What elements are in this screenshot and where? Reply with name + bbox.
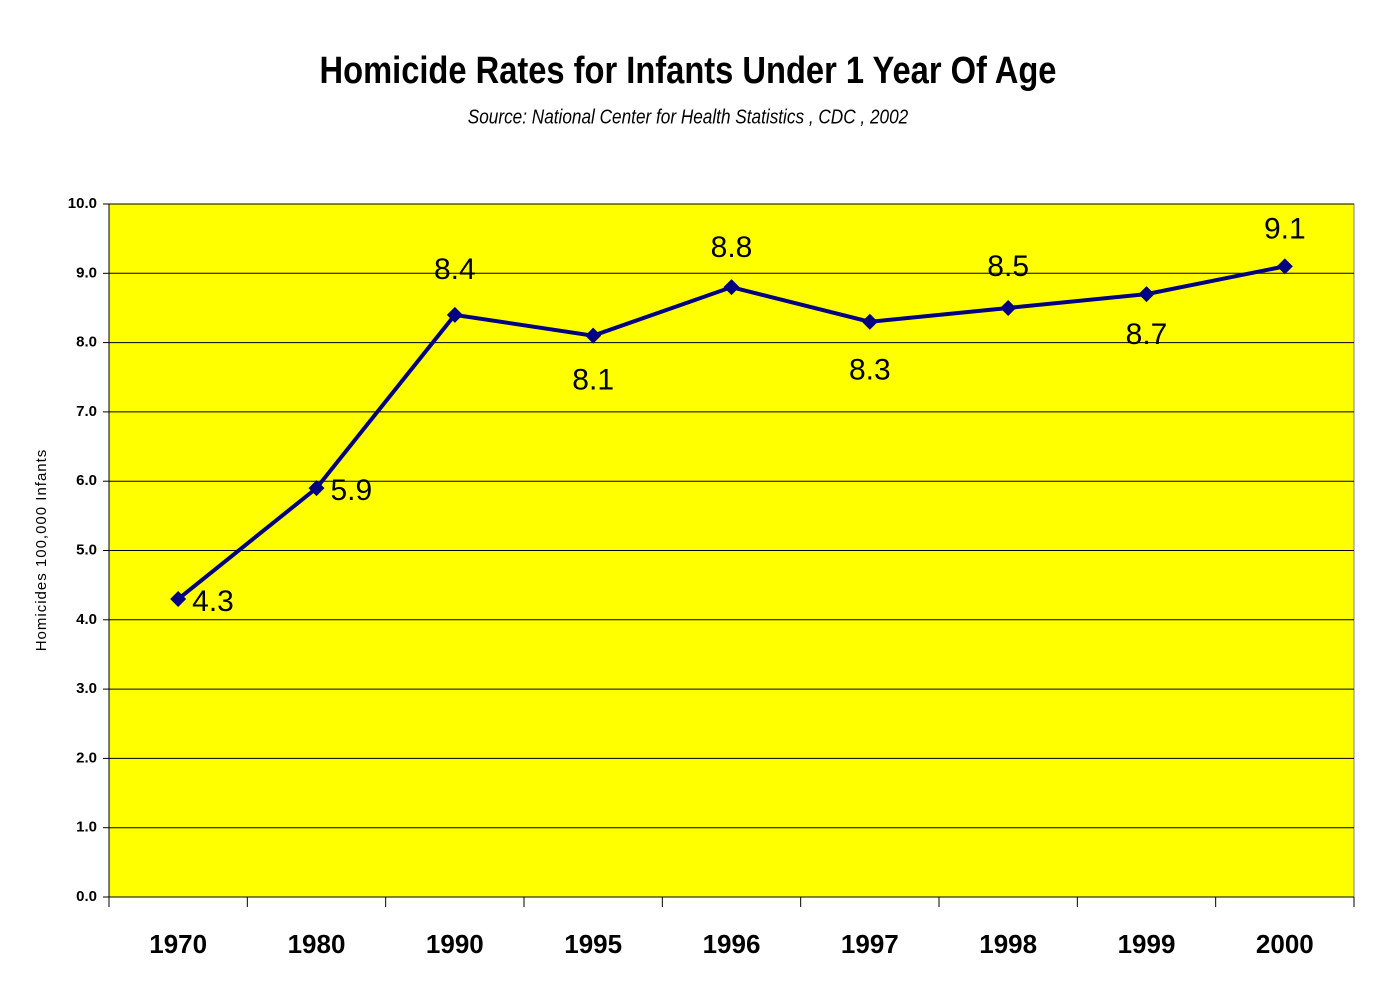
marker xyxy=(446,306,463,323)
y-tick-label: 6.0 xyxy=(76,472,97,489)
y-tick-label: 5.0 xyxy=(76,541,97,558)
y-tick-label: 1.0 xyxy=(76,819,97,836)
marker xyxy=(1000,299,1017,316)
y-tick-label: 8.0 xyxy=(76,334,97,351)
y-tick-label: 7.0 xyxy=(76,403,97,420)
value-label: 8.8 xyxy=(711,231,753,264)
marker xyxy=(861,313,878,330)
y-tick-label: 0.0 xyxy=(76,888,97,905)
marker xyxy=(308,480,325,497)
x-tick-label: 1999 xyxy=(1118,929,1176,959)
chart-subtitle: Source: National Center for Health Stati… xyxy=(468,105,909,128)
marker xyxy=(1276,258,1293,275)
x-tick-label: 1970 xyxy=(149,929,207,959)
value-label: 8.1 xyxy=(572,364,614,397)
value-label: 4.3 xyxy=(192,585,234,618)
y-tick-label: 10.0 xyxy=(68,195,97,212)
x-tick-label: 2000 xyxy=(1256,929,1314,959)
x-tick-label: 1996 xyxy=(703,929,761,959)
y-axis-label: Homicides 100,000 Infants xyxy=(33,449,50,652)
marker xyxy=(585,327,602,344)
value-label: 8.3 xyxy=(849,354,891,387)
y-tick-label: 2.0 xyxy=(76,749,97,766)
value-label: 8.4 xyxy=(434,253,476,286)
x-tick-label: 1997 xyxy=(841,929,899,959)
value-label: 9.1 xyxy=(1264,212,1306,245)
chart-title: Homicide Rates for Infants Under 1 Year … xyxy=(320,49,1057,92)
y-tick-label: 4.0 xyxy=(76,611,97,628)
x-tick-label: 1995 xyxy=(564,929,622,959)
marker xyxy=(170,591,187,608)
x-tick-label: 1990 xyxy=(426,929,484,959)
value-label: 8.7 xyxy=(1126,318,1168,351)
marker xyxy=(723,279,740,296)
x-tick-label: 1998 xyxy=(979,929,1037,959)
value-label: 8.5 xyxy=(987,250,1029,283)
x-tick-label: 1980 xyxy=(288,929,346,959)
value-label: 5.9 xyxy=(331,474,373,507)
y-tick-label: 3.0 xyxy=(76,680,97,697)
y-tick-label: 9.0 xyxy=(76,264,97,281)
marker xyxy=(1138,286,1155,303)
